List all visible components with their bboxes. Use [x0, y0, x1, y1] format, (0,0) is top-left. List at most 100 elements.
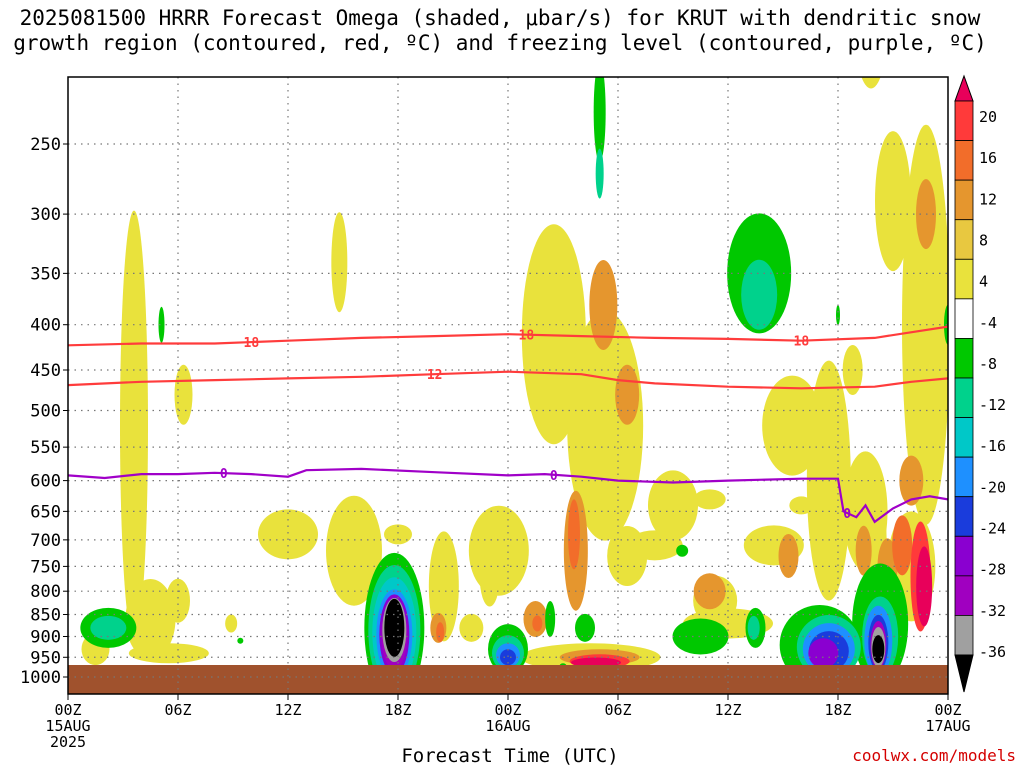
contour-label: 0 — [220, 467, 228, 482]
omega-region — [615, 364, 640, 425]
y-tick-label: 900 — [30, 627, 61, 647]
omega-region — [872, 635, 885, 664]
omega-region — [672, 618, 729, 655]
colorbar-label: 8 — [979, 231, 988, 249]
colorbar-bottom-arrow — [954, 654, 974, 693]
colorbar-swatch — [954, 298, 974, 339]
x-tick-label: 12Z — [274, 701, 301, 719]
omega-region — [90, 615, 127, 640]
omega-region — [595, 148, 604, 199]
x-tick-label: 06Z — [164, 701, 191, 719]
colorbar-swatch — [954, 100, 974, 141]
x-tick-year: 2025 — [50, 733, 86, 751]
title-line-1: 2025081500 HRRR Forecast Omega (shaded, … — [19, 6, 981, 30]
x-tick-label: 12Z — [714, 701, 741, 719]
omega-region — [568, 499, 580, 570]
contour-label: 18 — [794, 335, 810, 350]
title-line-2: growth region (contoured, red, ºC) and f… — [13, 31, 987, 55]
colorbar-swatch — [954, 615, 974, 656]
x-tick-label: 18Z — [384, 701, 411, 719]
omega-region — [902, 124, 948, 525]
omega-region — [225, 614, 238, 633]
contour-label: 0 — [843, 507, 851, 522]
omega-region — [575, 613, 595, 642]
omega-region — [808, 638, 839, 669]
x-axis-title: Forecast Time (UTC) — [401, 745, 619, 767]
omega-shading — [68, 77, 948, 694]
colorbar-label: 20 — [979, 108, 997, 126]
colorbar-label: -24 — [979, 520, 1006, 538]
omega-region — [384, 598, 405, 657]
omega-region — [158, 306, 165, 343]
colorbar-label: -36 — [979, 643, 1006, 661]
y-tick-label: 350 — [30, 264, 61, 284]
omega-region — [258, 509, 318, 560]
colorbar-label: -12 — [979, 396, 1006, 414]
omega-region — [128, 643, 209, 664]
omega-region — [648, 470, 698, 541]
colorbar-label: 16 — [979, 149, 997, 167]
colorbar-label: -16 — [979, 437, 1006, 455]
colorbar-label: 4 — [979, 273, 988, 291]
omega-region — [500, 649, 516, 666]
x-tick-date: 15AUG — [45, 717, 90, 735]
y-axis: 2503003504004505005506006507007508008509… — [20, 135, 68, 688]
x-tick-date: 17AUG — [925, 717, 970, 735]
y-tick-label: 400 — [30, 316, 61, 336]
colorbar-swatch — [954, 219, 974, 260]
colorbar-swatch — [954, 575, 974, 616]
omega-region — [916, 546, 933, 627]
omega-region — [532, 615, 543, 632]
colorbar-swatch — [954, 417, 974, 458]
omega-region — [875, 131, 911, 272]
contour-label: 18 — [519, 329, 535, 344]
contour-line — [68, 467, 948, 524]
omega-region — [741, 259, 778, 330]
y-tick-label: 550 — [30, 438, 61, 458]
chart-title: 2025081500 HRRR Forecast Omega (shaded, … — [0, 6, 1000, 56]
omega-region — [861, 77, 881, 89]
omega-region — [747, 615, 760, 640]
colorbar-swatch — [954, 496, 974, 537]
x-tick-label: 06Z — [604, 701, 631, 719]
colorbar: 20 16 12 8 4 -4 -8 -12 -16 -20 -24 -28 -32 -36 — [954, 74, 1006, 693]
omega-region — [693, 489, 726, 510]
omega-region — [479, 546, 500, 607]
y-tick-label: 300 — [30, 205, 61, 225]
contour-label: 18 — [244, 336, 260, 351]
grid-lines — [68, 77, 948, 694]
colorbar-swatch — [954, 456, 974, 498]
colorbar-label: -20 — [979, 478, 1006, 496]
credit-link[interactable]: coolwx.com/models — [852, 746, 1016, 765]
omega-region — [589, 259, 618, 350]
y-tick-label: 700 — [30, 531, 61, 551]
contour-line — [68, 370, 948, 390]
x-tick-date: 16AUG — [485, 717, 530, 735]
y-tick-label: 450 — [30, 361, 61, 381]
omega-region — [436, 622, 445, 643]
colorbar-swatch — [954, 377, 974, 418]
colorbar-swatch — [954, 338, 974, 379]
omega-region — [120, 210, 148, 641]
omega-region — [676, 544, 689, 557]
y-tick-label: 500 — [30, 402, 61, 422]
omega-region — [762, 375, 823, 476]
y-tick-label: 650 — [30, 502, 61, 522]
y-tick-label: 850 — [30, 606, 61, 626]
omega-region — [892, 515, 913, 576]
omega-region — [593, 77, 606, 162]
omega-region — [789, 496, 814, 515]
omega-region — [899, 455, 924, 506]
y-tick-label: 750 — [30, 557, 61, 577]
omega-region — [174, 364, 193, 425]
omega-region — [693, 573, 726, 610]
colorbar-label: -4 — [979, 314, 997, 332]
omega-region — [237, 637, 244, 644]
contour-lines: 18 18 18 12 0 0 0 — [68, 325, 948, 524]
omega-region — [607, 526, 648, 587]
contour-line — [68, 325, 948, 347]
colorbar-swatch — [954, 140, 974, 181]
x-tick-label: 00Z — [494, 701, 521, 719]
